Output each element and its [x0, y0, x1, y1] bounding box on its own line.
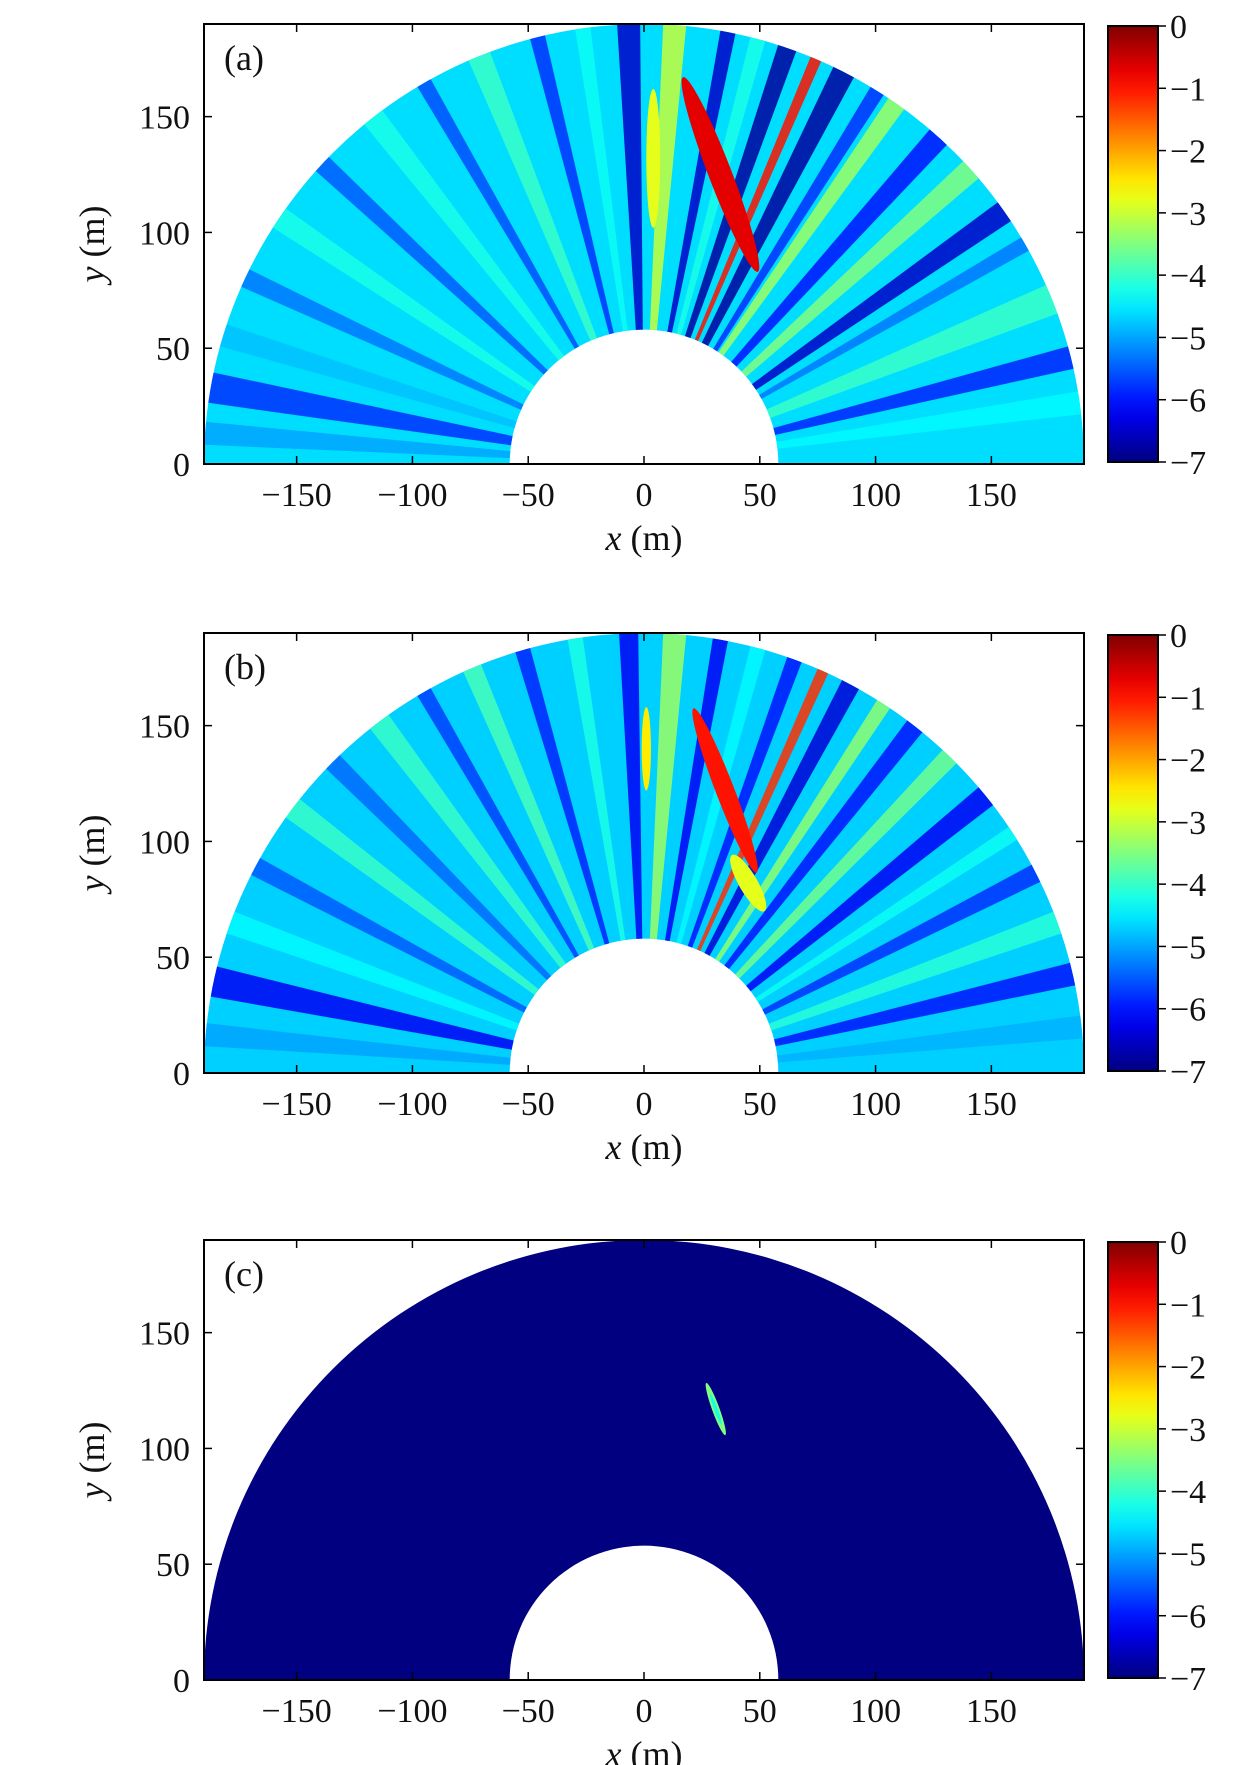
y-tick-label: 150: [139, 1316, 190, 1353]
hotspot-2: [709, 1393, 722, 1425]
colorbar-tick-label: −5: [1170, 1536, 1206, 1573]
colorbar-tick-label: −2: [1170, 1350, 1206, 1387]
x-tick-label: 0: [636, 477, 653, 514]
colorbar-tick-label: −2: [1170, 743, 1206, 780]
x-tick-label: −150: [262, 1086, 332, 1123]
field-annulus: [204, 24, 1084, 464]
x-tick-label: 100: [850, 1086, 901, 1123]
colorbar-tick-label: −4: [1170, 258, 1206, 295]
field-background: [204, 1240, 1084, 1680]
y-tick-label: 100: [139, 824, 190, 861]
colorbar-tick-label: −4: [1170, 1474, 1206, 1511]
colorbar: [1107, 634, 1159, 1072]
colorbar-tick-label: −7: [1170, 445, 1206, 482]
colorbar-tick-label: −6: [1170, 383, 1206, 420]
y-tick-label: 150: [139, 709, 190, 746]
y-axis-label: y (m): [72, 206, 112, 286]
colorbar-tick-label: −1: [1170, 71, 1206, 108]
colorbar-tick-label: 0: [1170, 1225, 1187, 1262]
colorbar-tick-label: −6: [1170, 992, 1206, 1029]
x-tick-label: 100: [850, 477, 901, 514]
y-tick-label: 150: [139, 100, 190, 137]
x-tick-label: 0: [636, 1086, 653, 1123]
colorbar: [1107, 25, 1159, 463]
x-tick-label: −100: [377, 1693, 447, 1730]
colorbar-tick-label: −3: [1170, 196, 1206, 233]
y-tick-label: 50: [156, 1547, 190, 1584]
colorbar-tick-label: −6: [1170, 1599, 1206, 1636]
x-tick-label: 50: [743, 1693, 777, 1730]
colorbar-tick-label: −4: [1170, 867, 1206, 904]
x-tick-label: −50: [502, 1086, 555, 1123]
colorbar-tick-label: −5: [1170, 320, 1206, 357]
x-tick-label: 50: [743, 1086, 777, 1123]
colorbar-tick-label: −5: [1170, 929, 1206, 966]
y-tick-label: 100: [139, 215, 190, 252]
y-tick-label: 50: [156, 940, 190, 977]
hotspot-1: [692, 708, 758, 873]
y-tick-label: 50: [156, 331, 190, 368]
colorbar-tick-label: −7: [1170, 1661, 1206, 1698]
colorbar-tick-label: −1: [1170, 1287, 1206, 1324]
y-tick-label: 0: [173, 447, 190, 484]
colorbar-tick-label: 0: [1170, 618, 1187, 655]
panel-label: (c): [224, 1254, 264, 1294]
x-tick-label: 0: [636, 1693, 653, 1730]
x-tick-label: −100: [377, 477, 447, 514]
x-tick-label: −50: [502, 1693, 555, 1730]
hotspot-2: [646, 88, 661, 228]
panel-label: (b): [224, 647, 266, 687]
x-tick-label: 100: [850, 1693, 901, 1730]
colorbar-tick-label: 0: [1170, 9, 1187, 46]
x-tick-label: −50: [502, 477, 555, 514]
x-axis-label: x (m): [605, 1127, 683, 1167]
colorbar-tick-label: −2: [1170, 134, 1206, 171]
y-tick-label: 0: [173, 1663, 190, 1700]
y-tick-label: 100: [139, 1431, 190, 1468]
colorbar-tick-label: −3: [1170, 805, 1206, 842]
y-axis-label: y (m): [72, 1422, 112, 1502]
x-tick-label: 50: [743, 477, 777, 514]
colorbar: [1107, 1241, 1159, 1679]
x-axis-label: x (m): [605, 1734, 683, 1765]
y-axis-label: y (m): [72, 815, 112, 895]
field-annulus: [204, 633, 1084, 1073]
x-axis-label: x (m): [605, 518, 683, 558]
hotspot-1: [681, 77, 760, 272]
colorbar-tick-label: −3: [1170, 1412, 1206, 1449]
colorbar-tick-label: −1: [1170, 680, 1206, 717]
hotspot-2: [730, 854, 767, 912]
x-tick-label: −150: [262, 1693, 332, 1730]
y-tick-label: 0: [173, 1056, 190, 1093]
x-tick-label: −150: [262, 477, 332, 514]
field-annulus: [204, 1240, 1084, 1680]
hotspot-3: [641, 707, 651, 791]
x-tick-label: 150: [966, 1693, 1017, 1730]
x-tick-label: 150: [966, 1086, 1017, 1123]
x-tick-label: 150: [966, 477, 1017, 514]
panel-label: (a): [224, 38, 264, 78]
x-tick-label: −100: [377, 1086, 447, 1123]
colorbar-tick-label: −7: [1170, 1054, 1206, 1091]
